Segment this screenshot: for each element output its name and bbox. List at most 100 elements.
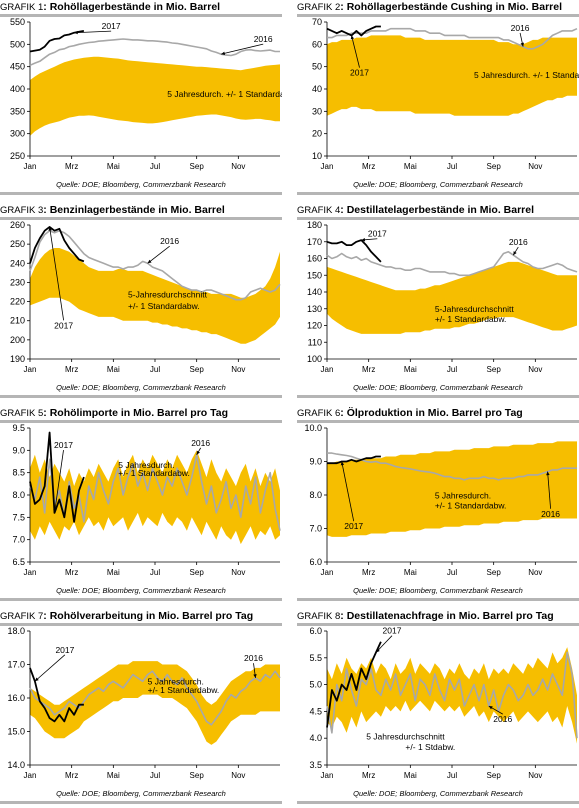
chart-title-text: Destillatenachfrage in Mio. Barrel pro T… xyxy=(346,610,554,622)
x-tick-label: Mrz xyxy=(362,771,375,780)
chart-title-text: Ölproduktion in Mio. Barrel pro Tag xyxy=(346,407,523,419)
band-area xyxy=(327,441,577,537)
band-label: 5 Jahresdurch. xyxy=(148,677,204,687)
chart-plot: 6.5 7.0 7.5 8.0 8.5 9.0 9.5 Jan Mrz Mai Jul Sep Nov 2… xyxy=(12,423,281,577)
annotation-arrowhead xyxy=(74,30,78,35)
x-tick-label: Jul xyxy=(447,162,457,171)
annotation-label: 2016 xyxy=(511,23,530,33)
x-tick-label: Sep xyxy=(190,162,205,171)
bottom-rule xyxy=(297,598,579,601)
x-tick-label: Jan xyxy=(321,568,334,577)
annotation-arrow xyxy=(341,461,355,522)
series-line-2017 xyxy=(29,667,84,723)
annotation-label: 2017 xyxy=(55,645,74,655)
annotation-arrow xyxy=(147,245,170,264)
title-rule xyxy=(0,14,282,17)
x-tick-label: Jul xyxy=(150,568,160,577)
chart-source: Quelle: DOE; Bloomberg, Commerzbank Rese… xyxy=(353,383,523,392)
y-tick-label: 400 xyxy=(10,84,25,94)
x-tick-label: Nov xyxy=(231,162,245,171)
annotation-arrowhead xyxy=(488,706,493,710)
x-tick-label: Sep xyxy=(487,771,502,780)
y-tick-label: 6.5 xyxy=(12,557,25,567)
x-tick-label: Nov xyxy=(231,365,245,374)
annotation-arrowhead xyxy=(48,226,52,231)
x-tick-label: Jul xyxy=(150,365,160,374)
annotation-arrow xyxy=(547,471,551,509)
y-tick-label: 220 xyxy=(10,297,25,307)
y-tick-label: 17.0 xyxy=(7,660,25,670)
x-tick-label: Jul xyxy=(447,771,457,780)
chart-source: Quelle: DOE; Bloomberg, Commerzbank Rese… xyxy=(353,586,523,595)
chart-title: GRAFIK 7: Rohölverarbeitung in Mio. Barr… xyxy=(0,610,254,622)
annotation-arrowhead xyxy=(34,677,39,682)
x-tick-label: Jan xyxy=(24,365,37,374)
chart-plot: 250 300 350 400 450 500 550 Jan Mrz Mai Jul Sep Nov 2… xyxy=(10,17,282,171)
annotation-label: 2016 xyxy=(191,438,210,448)
x-tick-label: Sep xyxy=(487,162,502,171)
x-tick-label: Nov xyxy=(528,771,542,780)
x-tick-label: Mai xyxy=(107,365,120,374)
band-label: +/- 1 Standardabw. xyxy=(128,301,200,311)
y-tick-label: 180 xyxy=(307,220,322,230)
chart-prefix: GRAFIK 6 xyxy=(297,408,341,419)
x-tick-label: Mrz xyxy=(65,162,78,171)
x-tick-label: Jan xyxy=(24,162,37,171)
annotation-arrowhead xyxy=(53,509,57,513)
chart-panel-7: GRAFIK 7: Rohölverarbeitung in Mio. Barr… xyxy=(0,609,282,805)
y-tick-label: 4.5 xyxy=(309,706,322,716)
chart-prefix: GRAFIK 8 xyxy=(297,611,341,622)
x-tick-label: Mai xyxy=(107,162,120,171)
y-tick-label: 240 xyxy=(10,258,25,268)
chart-prefix: GRAFIK 5 xyxy=(0,408,44,419)
annotation-label: 2017 xyxy=(350,68,369,78)
series-line-2016 xyxy=(326,250,578,277)
chart-panel-1: GRAFIK 1: Rohöllagerbestände in Mio. Bar… xyxy=(0,0,282,196)
x-tick-label: Mrz xyxy=(65,771,78,780)
band-label: 5 Jahresdurchschnitt xyxy=(366,731,445,741)
chart-title: GRAFIK 8: Destillatenachfrage in Mio. Ba… xyxy=(297,610,554,622)
series-line-2017 xyxy=(327,455,381,465)
x-tick-label: Mai xyxy=(404,365,417,374)
x-tick-label: Sep xyxy=(487,365,502,374)
chart-plot: 14.0 15.0 16.0 17.0 18.0 Jan Mrz Mai Jul Sep Nov 20… xyxy=(7,626,281,780)
annotation-arrow xyxy=(351,35,360,68)
series-line-2016 xyxy=(29,229,281,301)
band-label: 5-Jahresdurchschnitt xyxy=(435,304,515,314)
y-tick-label: 550 xyxy=(10,17,25,27)
y-tick-label: 140 xyxy=(307,287,322,297)
annotation-arrow xyxy=(74,30,112,34)
y-tick-label: 6.0 xyxy=(309,557,322,567)
chart-source: Quelle: DOE; Bloomberg, Commerzbank Rese… xyxy=(56,180,226,189)
y-tick-label: 16.0 xyxy=(7,693,25,703)
series-line-2017 xyxy=(29,226,85,264)
chart-title-text: Rohöllagerbestände Cushing in Mio. Barre… xyxy=(346,1,562,13)
y-tick-label: 60 xyxy=(312,39,322,49)
annotation-arrowhead xyxy=(147,259,152,264)
y-tick-label: 8.0 xyxy=(309,490,322,500)
y-tick-label: 100 xyxy=(307,354,322,364)
annotation-label: 2016 xyxy=(244,653,263,663)
band-area xyxy=(30,248,280,344)
bottom-rule xyxy=(0,192,282,195)
chart-prefix: GRAFIK 3 xyxy=(0,205,44,216)
y-tick-label: 20 xyxy=(312,129,322,139)
chart-title-text: Benzinlagerbestände in Mio. Barrel xyxy=(49,204,225,216)
x-tick-label: Jan xyxy=(321,771,334,780)
bottom-rule xyxy=(0,801,282,804)
band-area xyxy=(327,647,577,744)
x-tick-label: Mrz xyxy=(65,365,78,374)
chart-prefix: GRAFIK 2 xyxy=(297,2,341,13)
x-tick-label: Jan xyxy=(24,771,37,780)
bottom-rule xyxy=(297,395,579,398)
chart-source: Quelle: DOE; Bloomberg, Commerzbank Rese… xyxy=(56,383,226,392)
series-line-2016 xyxy=(29,38,280,67)
x-tick-label: Mai xyxy=(404,568,417,577)
title-rule xyxy=(297,14,579,17)
x-tick-label: Mrz xyxy=(362,365,375,374)
chart-plot: 3.5 4.0 4.5 5.0 5.5 6.0 Jan Mrz Mai Jul Sep Nov 2017… xyxy=(309,626,578,780)
y-tick-label: 18.0 xyxy=(7,626,25,636)
chart-title: GRAFIK 5: Rohölimporte in Mio. Barrel pr… xyxy=(0,407,229,419)
annotation-label: 2016 xyxy=(509,237,528,247)
y-tick-label: 40 xyxy=(312,84,322,94)
